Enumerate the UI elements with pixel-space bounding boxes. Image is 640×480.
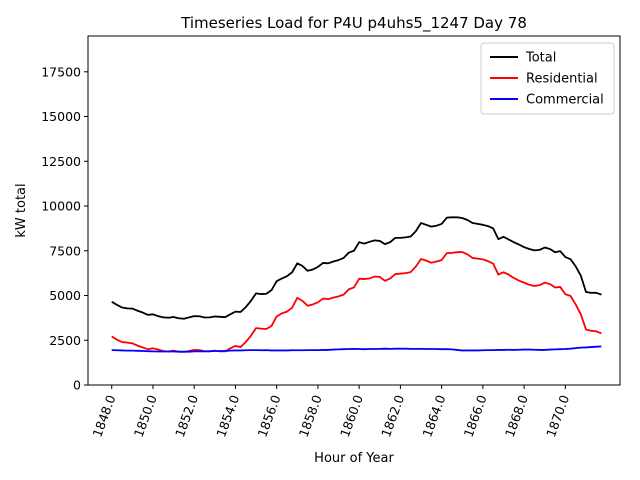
series-line-commercial xyxy=(111,345,602,353)
y-tick-label: 5000 xyxy=(49,288,81,303)
y-tick-label: 10000 xyxy=(41,199,81,214)
legend-label-commercial: Commercial xyxy=(526,93,604,108)
series-line-residential xyxy=(111,251,602,353)
y-tick-label: 0 xyxy=(73,378,81,393)
x-axis-label: Hour of Year xyxy=(314,451,394,466)
legend-box xyxy=(480,42,615,115)
legend-label-residential: Residential xyxy=(526,72,598,87)
legend: Total Residential Commercial xyxy=(480,42,615,115)
y-axis-label: kW total xyxy=(14,183,29,237)
y-tick-label: 2500 xyxy=(49,333,81,348)
y-tick-label: 15000 xyxy=(41,109,81,124)
series-line-total xyxy=(111,216,602,320)
plot-frame xyxy=(87,35,621,386)
legend-label-total: Total xyxy=(525,51,556,66)
series-group xyxy=(111,216,602,353)
chart-title: Timeseries Load for P4U p4uhs5_1247 Day … xyxy=(180,14,527,33)
y-tick-label: 17500 xyxy=(41,64,81,79)
y-tick-label: 7500 xyxy=(49,243,81,258)
y-tick-label: 12500 xyxy=(41,154,81,169)
y-axis: 0 2500 5000 7500 10000 12500 15000 17500 xyxy=(41,64,88,393)
